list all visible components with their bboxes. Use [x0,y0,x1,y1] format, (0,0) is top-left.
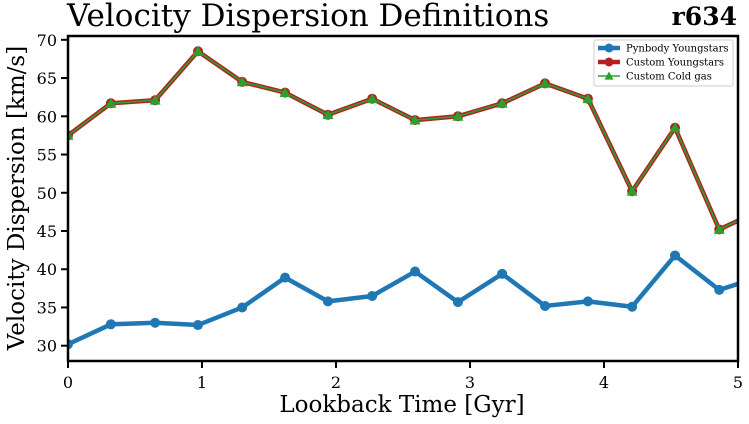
point-0-3 [192,320,203,331]
point-2-4 [236,76,248,87]
y-tick-label-4: 50 [37,184,57,203]
point-0-12 [582,296,593,307]
point-2-1 [105,97,117,108]
y-tick-label-2: 40 [37,260,57,279]
point-0-1 [105,319,116,330]
x-axis-label: Lookback Time [Gyr] [279,392,524,418]
point-2-12 [582,93,594,104]
y-tick-label-7: 65 [37,69,57,88]
point-0-2 [150,317,161,328]
y-tick-label-3: 45 [37,222,57,241]
y-tick-label-0: 30 [37,337,57,356]
legend-swatch-marker-1 [604,57,614,67]
y-tick-label-6: 60 [37,107,57,126]
x-tick-label-3: 3 [465,373,475,392]
legend-label-0: Pynbody Youngstars [626,44,729,55]
plot-frame [66,34,740,363]
point-2-10 [496,97,508,108]
point-0-15 [714,284,725,295]
series-0 [68,250,738,350]
point-0-7 [367,291,378,301]
legend-label-2: Custom Cold gas [626,72,712,83]
point-2-14 [669,122,681,133]
point-2-13 [626,185,638,196]
point-0-8 [410,266,421,277]
point-2-9 [452,110,464,121]
x-tick-label-0: 0 [63,373,73,392]
legend-swatch-marker-2 [604,71,614,80]
point-2-7 [366,93,378,104]
y-tick-label-1: 35 [37,298,57,317]
point-0-11 [540,300,551,311]
point-2-3 [192,45,204,56]
point-0-9 [452,297,463,308]
point-0-14 [670,250,681,261]
chart-title: Velocity Dispersion Definitions [67,0,550,34]
galaxy-label: r634 [671,2,737,31]
point-2-11 [539,77,551,88]
point-2-0 [68,129,74,140]
point-0-5 [280,272,291,283]
legend-label-1: Custom Youngstars [626,58,724,69]
x-tick-label-5: 5 [733,373,743,392]
point-2-5 [279,87,291,97]
point-2-15 [713,223,725,234]
y-tick-label-8: 70 [37,31,57,50]
series-layer [68,45,738,350]
series-2 [68,45,738,234]
legend: Pynbody Youngstars Custom Youngstars Custo… [593,39,734,87]
point-2-6 [322,109,334,120]
x-tick-label-1: 1 [197,373,207,392]
point-0-13 [627,301,638,312]
y-axis-label: Velocity Dispersion [km/s] [4,46,30,351]
point-0-6 [322,296,333,307]
x-tick-label-4: 4 [599,373,609,392]
series-line-0 [68,253,738,347]
point-0-10 [497,268,508,279]
point-2-2 [149,94,161,105]
legend-box [593,39,734,87]
y-tick-label-5: 55 [37,146,57,165]
legend-swatch-marker-0 [604,43,614,53]
point-0-4 [237,302,248,313]
x-tick-label-2: 2 [331,373,341,392]
point-2-8 [409,114,421,125]
